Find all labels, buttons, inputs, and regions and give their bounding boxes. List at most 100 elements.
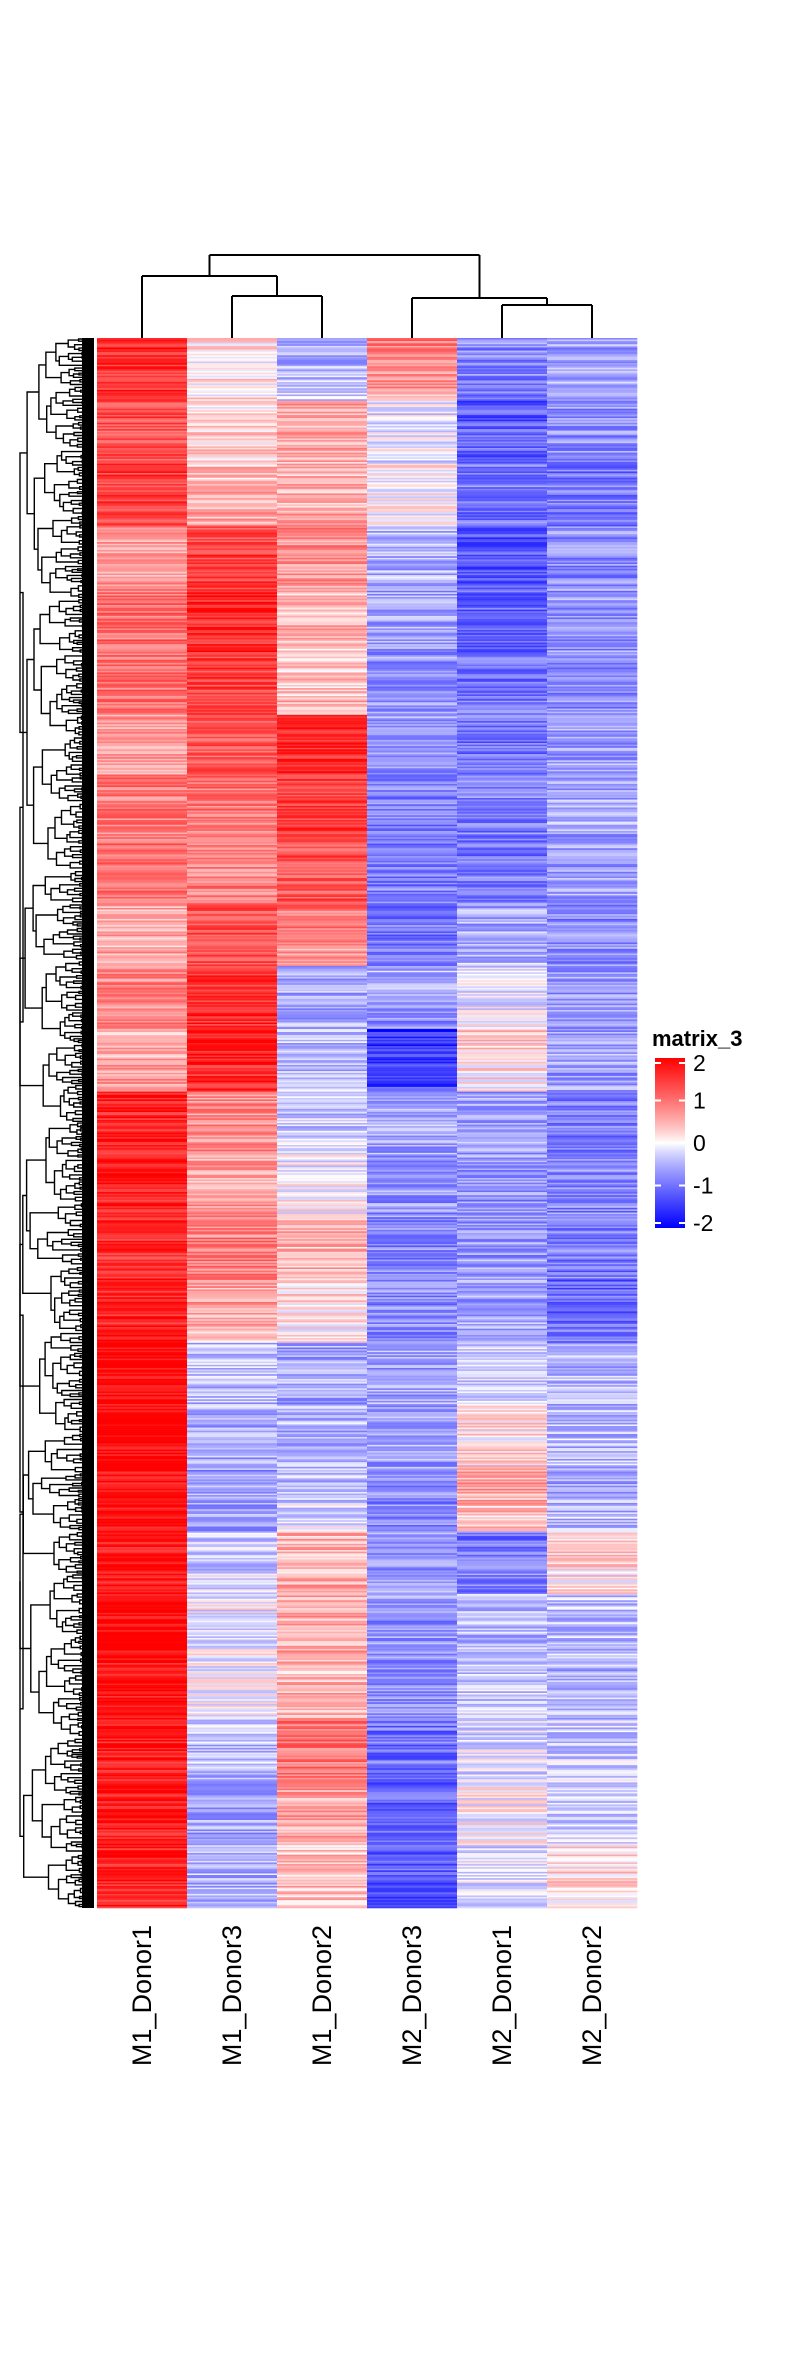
heatmap-cell (367, 1719, 458, 1722)
dendrogram-branch (41, 986, 61, 1030)
heatmap-cell (457, 708, 548, 711)
heatmap-cell (187, 915, 278, 918)
heatmap-cell (97, 474, 188, 477)
heatmap-cell (97, 1879, 188, 1882)
heatmap-cell (367, 1298, 458, 1301)
heatmap-cell (367, 937, 458, 940)
heatmap-cell (187, 1683, 278, 1686)
heatmap-cell (97, 1614, 188, 1617)
heatmap-cell (97, 1174, 188, 1177)
heatmap-cell (367, 353, 458, 356)
heatmap-cell (277, 1300, 368, 1303)
heatmap-cell (367, 752, 458, 755)
heatmap-cell (97, 1771, 188, 1774)
heatmap-cell (367, 1499, 458, 1502)
heatmap-cell (187, 1805, 278, 1808)
heatmap-cell (187, 1729, 278, 1731)
dendrogram-branch (70, 587, 79, 597)
heatmap-cell (367, 1314, 458, 1317)
heatmap-cell (187, 1394, 278, 1397)
heatmap-cell (367, 1396, 458, 1399)
heatmap-cell (457, 534, 548, 537)
heatmap-cell (367, 1410, 458, 1413)
heatmap-cell (367, 871, 458, 874)
heatmap-cell (367, 537, 458, 540)
heatmap-cell (187, 1846, 278, 1849)
heatmap-cell (277, 1427, 368, 1430)
dendrogram-branch (64, 1054, 76, 1066)
heatmap-cell (187, 1493, 278, 1496)
heatmap-cell (97, 1804, 188, 1807)
heatmap-cell (187, 1411, 278, 1414)
heatmap-cell (187, 535, 278, 538)
heatmap-cell (97, 509, 188, 511)
heatmap-cell (277, 1619, 368, 1621)
heatmap-cell (367, 1871, 458, 1874)
heatmap-cell (187, 1008, 278, 1011)
heatmap-cell (367, 1336, 458, 1339)
heatmap-cell (97, 1039, 188, 1042)
heatmap-cell (97, 1719, 188, 1722)
heatmap-cell (187, 1123, 278, 1125)
heatmap-cell (277, 732, 368, 734)
heatmap-cell (277, 1437, 368, 1439)
heatmap-cell (277, 1317, 368, 1320)
dendrogram-branch (72, 605, 81, 612)
heatmap-cell (367, 1130, 458, 1133)
heatmap-cell (277, 1488, 368, 1491)
heatmap-cell (97, 944, 188, 946)
heatmap-cell (277, 565, 368, 568)
heatmap-cell (277, 1188, 368, 1191)
heatmap-cell (97, 1331, 188, 1334)
heatmap-cell (187, 1524, 278, 1527)
heatmap-cell (187, 1247, 278, 1249)
heatmap-cell (97, 576, 188, 579)
heatmap-cell (367, 1479, 458, 1482)
heatmap-cell (277, 1240, 368, 1243)
heatmap-cell (277, 1661, 368, 1664)
heatmap-cell (97, 1697, 188, 1700)
heatmap-cell (277, 1791, 368, 1794)
heatmap-cell (187, 1196, 278, 1199)
heatmap-cell (97, 708, 188, 711)
heatmap-cell (277, 1141, 368, 1144)
heatmap-cell (187, 537, 278, 540)
heatmap-cell (97, 710, 188, 712)
heatmap-cell (367, 1305, 458, 1307)
heatmap-cell (97, 1886, 188, 1888)
heatmap-cell (277, 694, 368, 697)
heatmap-cell (187, 1221, 278, 1224)
heatmap-cell (367, 838, 458, 841)
heatmap-cell (187, 1028, 278, 1031)
heatmap-cell (277, 1696, 368, 1698)
heatmap-cell (457, 559, 548, 562)
heatmap-cell (367, 1694, 458, 1697)
heatmap-cell (97, 829, 188, 832)
dendrogram-branch (64, 1016, 75, 1027)
heatmap-cell (97, 1802, 188, 1805)
dendrogram-branch (58, 1559, 71, 1570)
dendrogram-leaf-ticks (82, 338, 94, 1908)
heatmap-cell (277, 1729, 368, 1731)
heatmap-cell (367, 645, 458, 648)
heatmap-cell (367, 512, 458, 515)
heatmap-cell (367, 1895, 458, 1898)
heatmap-cell (277, 890, 368, 893)
heatmap-cell (97, 1584, 188, 1587)
heatmap-cell (277, 1345, 368, 1348)
heatmap-cell (277, 1586, 368, 1589)
heatmap-cell (277, 562, 368, 565)
heatmap-cell (97, 933, 188, 935)
heatmap-cell (367, 818, 458, 821)
heatmap-cell (187, 532, 278, 535)
heatmap-cell (187, 1046, 278, 1048)
heatmap-cell (277, 1377, 368, 1380)
heatmap-cell (187, 661, 278, 664)
heatmap-cell (367, 1159, 458, 1161)
heatmap-cell (187, 581, 278, 584)
heatmap-cell (97, 1154, 188, 1157)
heatmap-cell (97, 678, 188, 681)
heatmap-cell (187, 1050, 278, 1053)
heatmap-cell (277, 1458, 368, 1461)
heatmap-cell (367, 670, 458, 673)
